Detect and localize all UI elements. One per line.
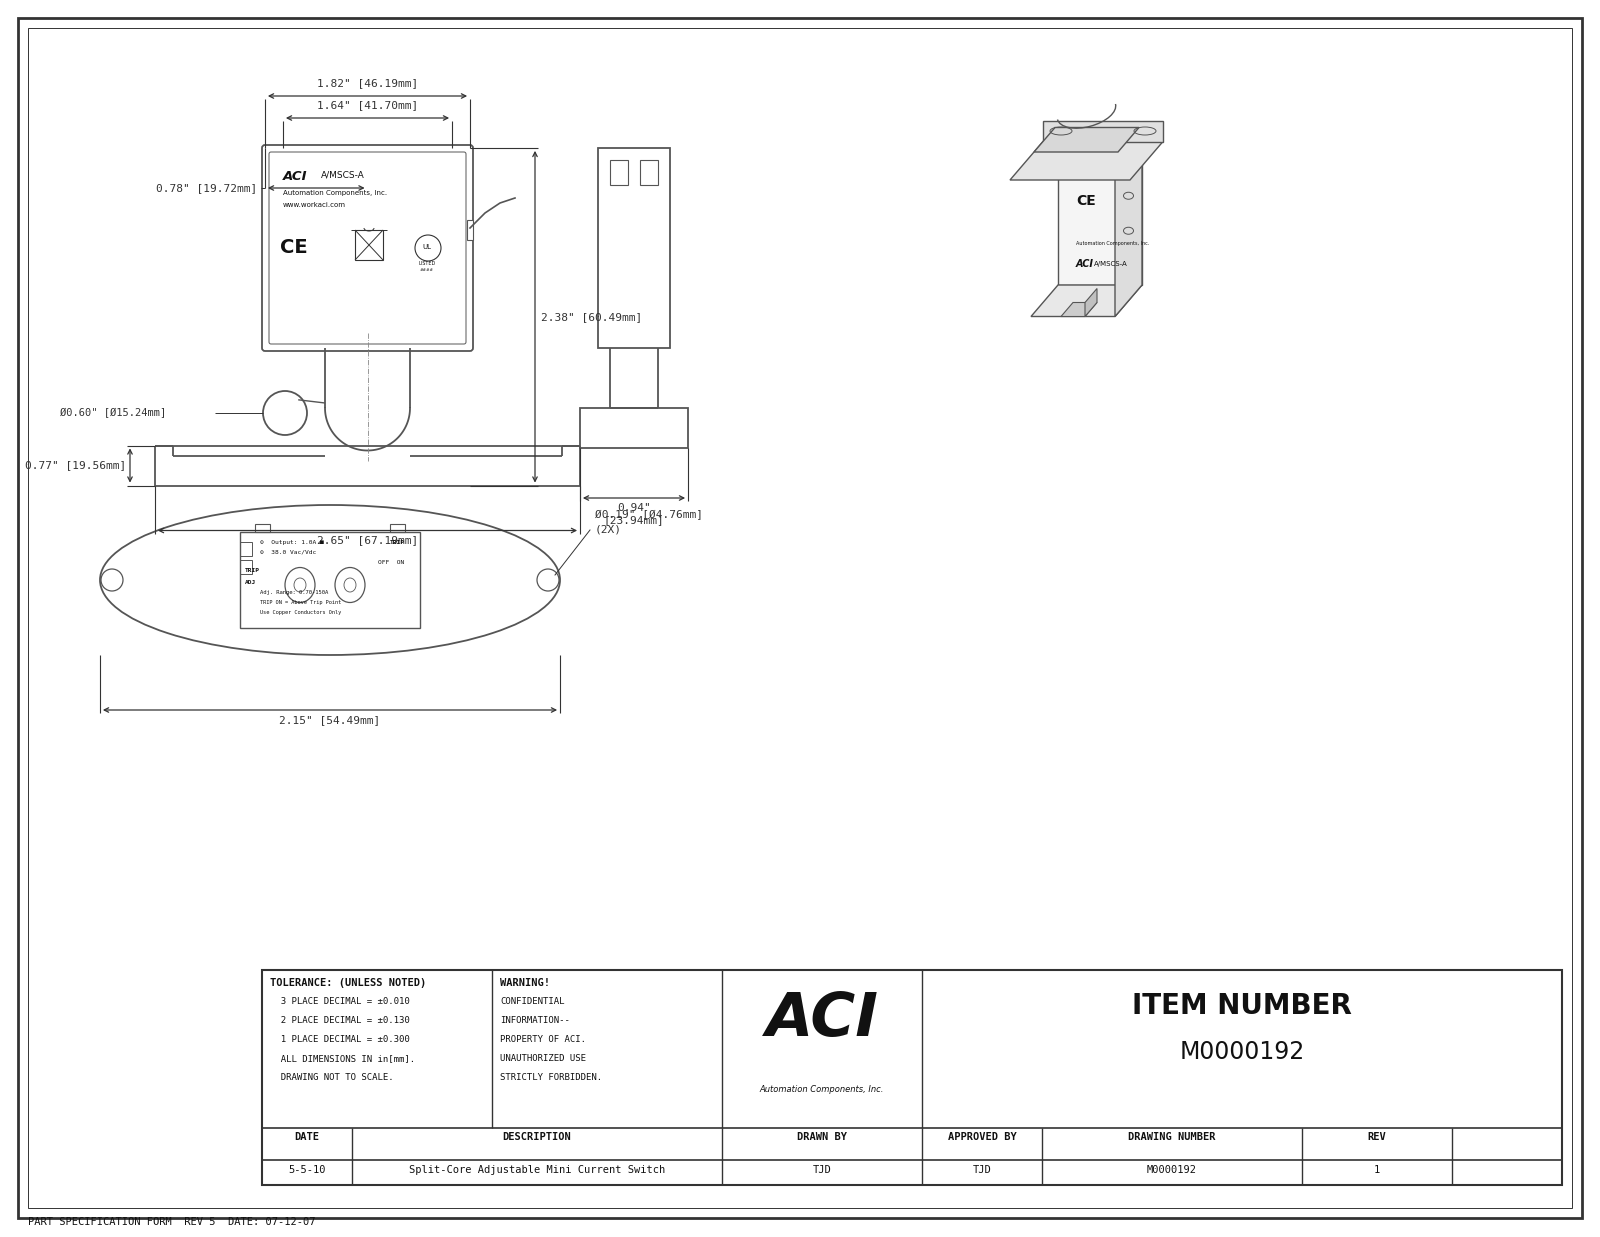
Text: Ø0.60" [Ø15.24mm]: Ø0.60" [Ø15.24mm] — [61, 408, 166, 418]
Text: APPROVED BY: APPROVED BY — [947, 1132, 1016, 1142]
Text: M0000192: M0000192 — [1147, 1165, 1197, 1175]
Text: UL: UL — [422, 244, 432, 250]
Text: TRIP ON = Above Trip Point: TRIP ON = Above Trip Point — [259, 600, 341, 605]
Polygon shape — [1010, 141, 1163, 181]
Bar — [355, 230, 382, 260]
Text: CE: CE — [1075, 194, 1096, 208]
Bar — [240, 560, 253, 574]
Polygon shape — [1115, 145, 1142, 317]
Text: 2.15" [54.49mm]: 2.15" [54.49mm] — [280, 715, 381, 725]
Polygon shape — [1061, 303, 1098, 317]
Text: ALL DIMENSIONS IN in[mm].: ALL DIMENSIONS IN in[mm]. — [270, 1054, 414, 1063]
Text: WARNING!: WARNING! — [499, 978, 550, 988]
Text: TOLERANCE: (UNLESS NOTED): TOLERANCE: (UNLESS NOTED) — [270, 978, 426, 988]
Text: Automation Components, Inc.: Automation Components, Inc. — [283, 190, 387, 195]
Text: ⊙  38.0 Vac/Vdc: ⊙ 38.0 Vac/Vdc — [259, 550, 317, 555]
Text: 2 PLACE DECIMAL = ±0.130: 2 PLACE DECIMAL = ±0.130 — [270, 1016, 410, 1025]
Text: A/MSCS-A: A/MSCS-A — [1094, 261, 1128, 267]
Text: (2X): (2X) — [595, 524, 622, 534]
Bar — [598, 148, 670, 348]
Text: 2.65" [67.19mm]: 2.65" [67.19mm] — [317, 536, 418, 546]
Bar — [240, 542, 253, 555]
Text: ACI: ACI — [765, 990, 878, 1049]
Text: INFORMATION--: INFORMATION-- — [499, 1016, 570, 1025]
Text: PROPERTY OF ACI.: PROPERTY OF ACI. — [499, 1035, 586, 1044]
Bar — [640, 160, 658, 186]
Bar — [610, 160, 627, 186]
Bar — [240, 532, 419, 628]
Text: PART SPECIFICATION FORM  REV 5  DATE: 07-12-07: PART SPECIFICATION FORM REV 5 DATE: 07-1… — [29, 1217, 315, 1227]
Text: 1.64" [41.70mm]: 1.64" [41.70mm] — [317, 100, 418, 110]
Text: ####: #### — [419, 268, 434, 272]
Text: 0.77" [19.56mm]: 0.77" [19.56mm] — [24, 460, 126, 470]
Bar — [467, 220, 474, 240]
Text: CE: CE — [280, 238, 307, 257]
Text: CONFIDENTIAL: CONFIDENTIAL — [499, 997, 565, 1006]
Bar — [262, 970, 1562, 1185]
Text: Use Copper Conductors Only: Use Copper Conductors Only — [259, 610, 341, 615]
Text: TJD: TJD — [813, 1165, 832, 1175]
Text: Ø0.19" [Ø4.76mm]: Ø0.19" [Ø4.76mm] — [595, 510, 702, 520]
Text: STRICTLY FORBIDDEN.: STRICTLY FORBIDDEN. — [499, 1072, 602, 1082]
Text: ACI: ACI — [1075, 259, 1094, 268]
Text: 2.38" [60.49mm]: 2.38" [60.49mm] — [541, 312, 642, 322]
Text: 0.94": 0.94" — [618, 503, 651, 513]
Text: 5-5-10: 5-5-10 — [288, 1165, 326, 1175]
Text: Split-Core Adjustable Mini Current Switch: Split-Core Adjustable Mini Current Switc… — [410, 1165, 666, 1175]
Text: [23.94mm]: [23.94mm] — [603, 515, 664, 524]
Text: UNAUTHORIZED USE: UNAUTHORIZED USE — [499, 1054, 586, 1063]
Text: ADJ: ADJ — [245, 580, 256, 585]
Text: TRIP: TRIP — [245, 568, 259, 573]
Polygon shape — [1034, 127, 1139, 152]
Text: 1 PLACE DECIMAL = ±0.300: 1 PLACE DECIMAL = ±0.300 — [270, 1035, 410, 1044]
Text: TJD: TJD — [973, 1165, 992, 1175]
Text: Automation Components, Inc.: Automation Components, Inc. — [1075, 240, 1149, 245]
Text: ACI: ACI — [283, 169, 307, 183]
Text: A/MSCS-A: A/MSCS-A — [322, 169, 365, 179]
Text: ITEM NUMBER: ITEM NUMBER — [1133, 992, 1352, 1021]
Text: Adj. Range: 0.70-150A: Adj. Range: 0.70-150A — [259, 590, 328, 595]
Text: 1.82" [46.19mm]: 1.82" [46.19mm] — [317, 78, 418, 88]
Polygon shape — [1085, 288, 1098, 317]
Polygon shape — [1043, 120, 1163, 141]
Text: www.workaci.com: www.workaci.com — [283, 202, 346, 208]
Bar — [579, 408, 688, 448]
Polygon shape — [1058, 145, 1142, 285]
Polygon shape — [1030, 285, 1142, 317]
Text: TRIP: TRIP — [390, 541, 405, 546]
Bar — [390, 524, 405, 532]
Text: 0.78" [19.72mm]: 0.78" [19.72mm] — [155, 183, 258, 193]
Text: ⊙  Output: 1.0A ■: ⊙ Output: 1.0A ■ — [259, 541, 323, 546]
Text: M0000192: M0000192 — [1179, 1040, 1304, 1064]
Text: REV: REV — [1368, 1132, 1386, 1142]
Text: DRAWING NOT TO SCALE.: DRAWING NOT TO SCALE. — [270, 1072, 394, 1082]
Text: 3 PLACE DECIMAL = ±0.010: 3 PLACE DECIMAL = ±0.010 — [270, 997, 410, 1006]
Text: DATE: DATE — [294, 1132, 320, 1142]
Text: 1: 1 — [1374, 1165, 1381, 1175]
Text: Automation Components, Inc.: Automation Components, Inc. — [760, 1085, 885, 1094]
Text: LISTED: LISTED — [418, 261, 435, 266]
Text: DESCRIPTION: DESCRIPTION — [502, 1132, 571, 1142]
Text: DRAWING NUMBER: DRAWING NUMBER — [1128, 1132, 1216, 1142]
Text: DRAWN BY: DRAWN BY — [797, 1132, 846, 1142]
Text: OFF  ON: OFF ON — [378, 560, 405, 565]
Bar — [254, 524, 270, 532]
